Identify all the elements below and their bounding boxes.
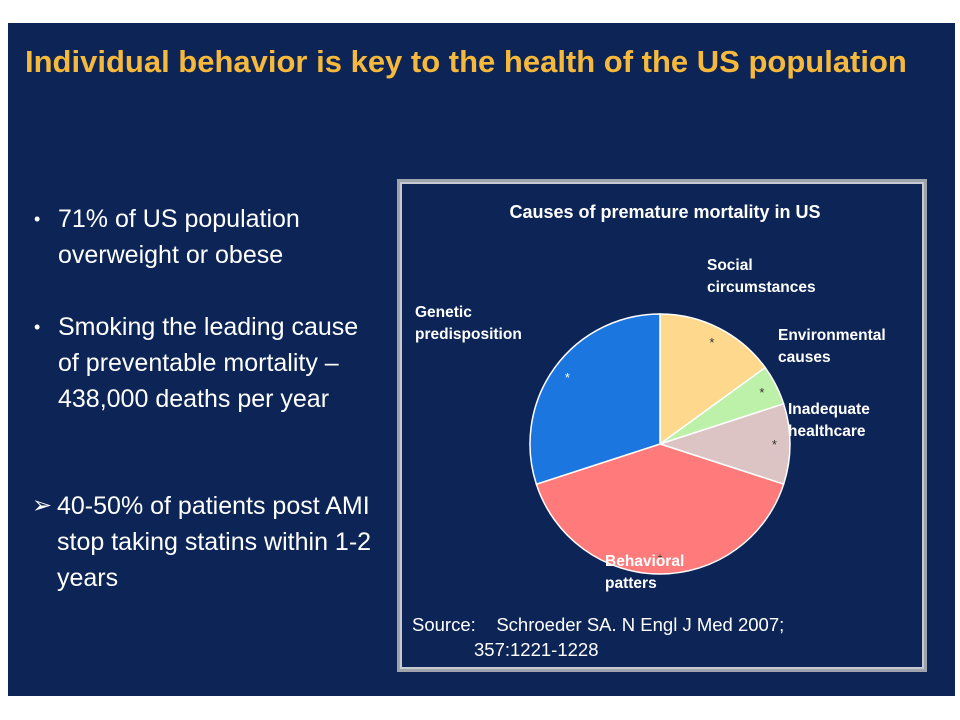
bullet-text: 71% of US population overweight or obese	[58, 205, 300, 269]
chart-title: Causes of premature mortality in US	[509, 202, 821, 222]
pie-chart: * * * * *	[529, 313, 791, 575]
slice-marker: *	[772, 437, 777, 452]
slice-marker: *	[657, 551, 662, 566]
slide: Individual behavior is key to the health…	[8, 23, 955, 696]
arrow-bullet-icon: ➢	[32, 492, 53, 519]
slice-marker: *	[759, 385, 764, 400]
bullet-text: 40-50% of patients post AMI stop taking …	[57, 492, 372, 592]
slice-label-genetic: Genetic predisposition	[415, 304, 522, 343]
slice-marker: *	[709, 335, 714, 350]
source-text: Schroeder SA. N Engl J Med 2007;	[496, 614, 785, 635]
slice-label-social: Social circumstances	[707, 257, 816, 296]
slide-title: Individual behavior is key to the health…	[25, 44, 907, 79]
pie-slice-behavioral-patters	[535, 443, 785, 575]
bullet-marker: •	[34, 209, 41, 229]
pie-slice-inadequate-healthcare	[657, 402, 791, 486]
source-label: Source:	[412, 614, 476, 635]
slice-label-healthcare: Inadequate healthcare	[788, 401, 870, 440]
bullet-text: Smoking the leading cause of preventable…	[58, 313, 359, 413]
pie-slice-social-circumstances	[659, 313, 767, 446]
slice-marker: *	[565, 370, 570, 385]
source-text: 357:1221-1228	[474, 639, 599, 660]
chart-panel: * * * * * Causes of premature mortality in U…	[397, 179, 927, 672]
slice-label-behavioral: Behavioral patters	[605, 553, 685, 592]
pie-slice-genetic-predisposition	[529, 313, 661, 486]
bullet-marker: •	[34, 317, 41, 337]
slice-label-environmental: Environmental causes	[778, 327, 886, 366]
source-citation: Source: Schroeder SA. N Engl J Med 2007;…	[412, 612, 784, 662]
